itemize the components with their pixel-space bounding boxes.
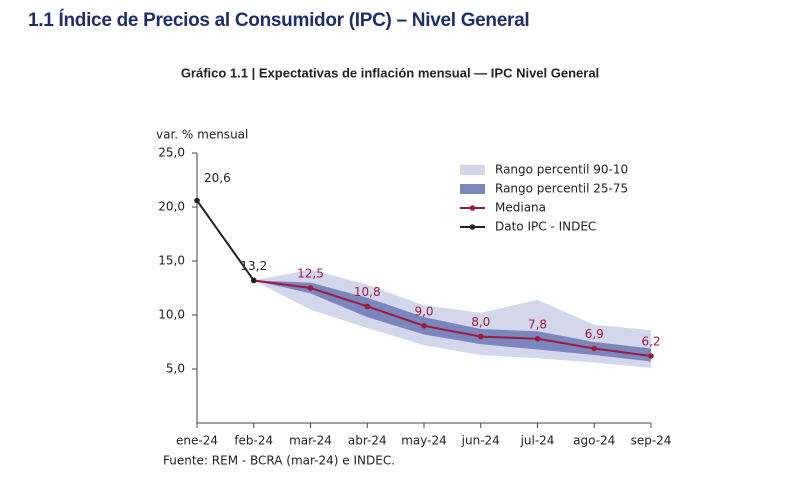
data-label: 6,2	[641, 335, 660, 349]
legend-label: Dato IPC - INDEC	[495, 220, 596, 234]
point	[307, 285, 314, 291]
legend-swatch	[469, 205, 476, 211]
chart-title: Gráfico 1.1 | Expectativas de inflación …	[181, 65, 599, 80]
data-label: 9,0	[414, 304, 433, 318]
point	[250, 277, 257, 284]
data-label: 8,0	[471, 315, 490, 329]
x-tick-label: feb-24	[234, 434, 273, 448]
x-tick-label: jul-24	[520, 434, 555, 448]
point	[477, 333, 484, 340]
x-tick-label: ago-24	[573, 434, 615, 448]
point	[534, 335, 541, 342]
y-tick-label: 10,0	[158, 308, 185, 322]
x-tick-label: ene-24	[176, 434, 218, 448]
point	[364, 303, 371, 310]
series-line	[196, 199, 255, 282]
legend-swatch	[460, 184, 485, 194]
y-tick-label: 15,0	[158, 254, 185, 268]
point	[421, 323, 427, 329]
data-label: 6,9	[585, 327, 604, 341]
legend-swatch	[460, 165, 485, 175]
data-label: 13,2	[240, 259, 267, 273]
x-tick-label: sep-24	[631, 434, 672, 448]
point	[194, 197, 200, 204]
legend-swatch	[469, 224, 476, 230]
y-tick-label: 20,0	[158, 200, 185, 214]
legend-label: Mediana	[495, 201, 546, 215]
source-note: Fuente: REM - BCRA (mar-24) e INDEC.	[163, 454, 395, 468]
point	[648, 353, 654, 359]
legend-label: Rango percentil 25-75	[495, 182, 628, 196]
data-label: 20,6	[204, 171, 231, 185]
x-tick-label: mar-24	[289, 434, 332, 448]
y-tick-label: 5,0	[166, 362, 185, 376]
y-tick-label: 25,0	[158, 146, 185, 160]
x-tick-label: may-24	[401, 434, 447, 448]
data-label: 12,5	[297, 267, 324, 281]
legend-label: Rango percentil 90-10	[495, 163, 628, 177]
x-tick-label: abr-24	[348, 434, 387, 448]
y-axis-label: var. % mensual	[156, 128, 248, 142]
x-tick-label: jun-24	[461, 434, 500, 448]
data-label: 10,8	[354, 285, 381, 299]
point	[591, 345, 598, 352]
series-line	[253, 279, 652, 358]
section-title: 1.1 Índice de Precios al Consumidor (IPC…	[28, 10, 530, 31]
data-label: 7,8	[528, 317, 547, 331]
